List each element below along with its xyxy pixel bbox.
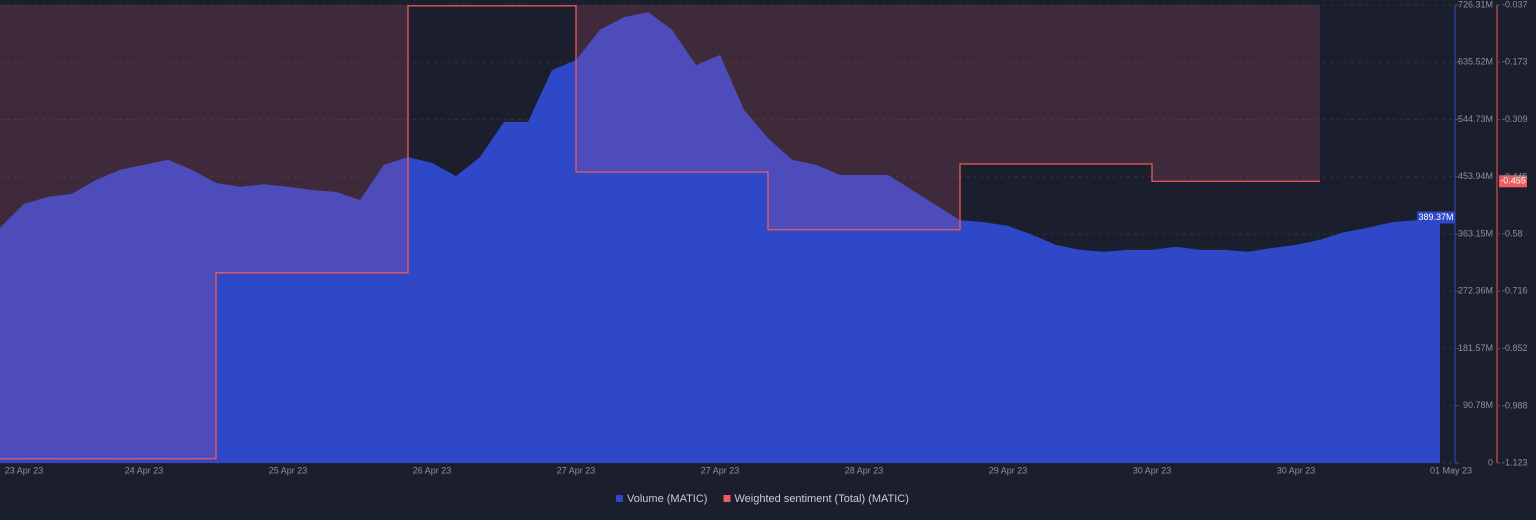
x-tick-label: 25 Apr 23 <box>269 465 308 475</box>
y-tick-label: 181.57M <box>1458 343 1493 353</box>
legend-swatch <box>723 495 731 502</box>
x-tick-label: 28 Apr 23 <box>845 465 884 475</box>
x-tick-label: 30 Apr 23 <box>1133 465 1172 475</box>
x-tick-label: 26 Apr 23 <box>413 465 452 475</box>
y-tick-label: 363.15M <box>1458 228 1493 238</box>
legend: Volume (MATIC) Weighted sentiment (Total)… <box>616 493 909 505</box>
sentiment-tag-bg <box>1499 175 1527 188</box>
sentiment-shade <box>0 5 1320 459</box>
y2-tick-label: -0.037 <box>1502 0 1528 9</box>
y2-tick-label: -1.123 <box>1502 457 1528 467</box>
y-tick-label: 0 <box>1488 457 1493 467</box>
y-tick-label: 453.94M <box>1458 171 1493 181</box>
y2-tick-label: -0.716 <box>1502 286 1528 296</box>
x-tick-label: 30 Apr 23 <box>1277 465 1316 475</box>
x-tick-label: 27 Apr 23 <box>557 465 596 475</box>
x-tick-label: 01 May 23 <box>1430 465 1472 475</box>
legend-label: Volume (MATIC) <box>627 493 707 505</box>
x-tick-label: 23 Apr 23 <box>5 465 44 475</box>
y2-tick-label: -0.58 <box>1502 228 1523 238</box>
legend-label: Weighted sentiment (Total) (MATIC) <box>734 493 908 505</box>
volume-tag-bg <box>1417 211 1455 224</box>
legend-swatch <box>616 495 623 502</box>
y2-tick-label: -0.988 <box>1502 400 1528 410</box>
y-tick-label: 726.31M <box>1458 0 1493 9</box>
y2-tick-label: -0.852 <box>1502 343 1528 353</box>
y-tick-label: 90.78M <box>1463 400 1493 410</box>
x-tick-label: 29 Apr 23 <box>989 465 1028 475</box>
y-tick-label: 272.36M <box>1458 286 1493 296</box>
y2-tick-label: -0.173 <box>1502 57 1528 67</box>
y-tick-label: 635.52M <box>1458 57 1493 67</box>
x-tick-label: 24 Apr 23 <box>125 465 164 475</box>
sentiment-line <box>0 5 1320 460</box>
y2-tick-label: -0.445 <box>1502 171 1528 181</box>
x-tick-label: 27 Apr 23 <box>701 465 740 475</box>
sentiment-tag: -0.455 <box>1500 176 1526 186</box>
y2-tick-label: -0.309 <box>1502 114 1528 124</box>
y-tick-label: 544.73M <box>1458 114 1493 124</box>
volume-tag: 389.37M <box>1418 212 1453 222</box>
volume-area <box>0 12 1440 463</box>
